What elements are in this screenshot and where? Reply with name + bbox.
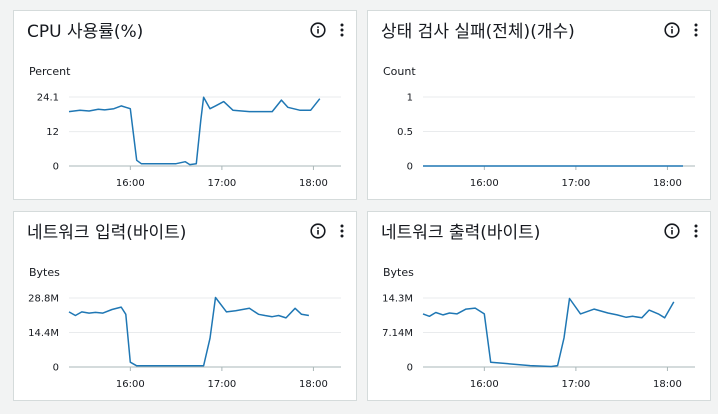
y-tick-label: 0 [407, 363, 413, 374]
more-options-icon[interactable] [690, 22, 702, 38]
y-axis-unit: Count [383, 65, 416, 78]
more-options-icon[interactable] [336, 223, 348, 239]
series-line [422, 297, 675, 368]
x-tick-label: 16:00 [116, 178, 145, 189]
y-tick-label: 12 [46, 127, 59, 138]
y-tick-label: 24.1 [37, 93, 59, 104]
y-tick-label: 14.3M [382, 294, 413, 305]
y-tick-label: 1 [407, 93, 413, 104]
x-tick-label: 17:00 [207, 379, 236, 390]
info-icon[interactable] [310, 223, 326, 239]
widget-title: 상태 검사 실패(전체)(개수) [381, 22, 575, 42]
y-axis-unit: Percent [29, 65, 71, 78]
line-chart: 28.8M 14.4M 0 16:00 17:00 18:00 [28, 294, 341, 390]
x-tick-label: 17:00 [561, 379, 590, 390]
widget-title: CPU 사용률(%) [27, 22, 144, 42]
y-tick-label: 0 [407, 162, 413, 173]
y-tick-label: 0.5 [397, 127, 413, 138]
y-axis-unit: Bytes [383, 266, 414, 279]
more-options-icon[interactable] [336, 22, 348, 38]
info-icon[interactable] [664, 22, 680, 38]
y-tick-label: 14.4M [28, 328, 59, 339]
y-tick-label: 28.8M [28, 294, 59, 305]
widget-network-in: 네트워크 입력(바이트) Bytes 28.8M 14.4M 0 16:00 17:00… [13, 211, 357, 401]
y-axis-unit: Bytes [29, 266, 60, 279]
x-tick-label: 18:00 [653, 379, 682, 390]
widget-status-check-failed: 상태 검사 실패(전체)(개수) Count 1 0.5 0 16:00 17:00 18… [367, 10, 711, 200]
widget-title: 네트워크 출력(바이트) [381, 223, 541, 243]
x-tick-label: 18:00 [299, 178, 328, 189]
y-tick-label: 7.14M [382, 328, 413, 339]
x-tick-label: 18:00 [299, 379, 328, 390]
x-tick-label: 18:00 [653, 178, 682, 189]
x-tick-label: 16:00 [116, 379, 145, 390]
more-options-icon[interactable] [690, 223, 702, 239]
info-icon[interactable] [664, 223, 680, 239]
widget-cpu-utilization: CPU 사용률(%) Percent 24.1 12 0 16:00 17:00 18:0… [13, 10, 357, 200]
y-tick-label: 0 [53, 363, 59, 374]
x-tick-label: 16:00 [470, 178, 499, 189]
series-line [68, 296, 310, 367]
line-chart: 24.1 12 0 16:00 17:00 18:00 [37, 93, 341, 189]
series-line [68, 96, 321, 166]
x-tick-label: 16:00 [470, 379, 499, 390]
y-tick-label: 0 [53, 162, 59, 173]
line-chart: 14.3M 7.14M 0 16:00 17:00 18:00 [382, 294, 695, 390]
x-tick-label: 17:00 [207, 178, 236, 189]
line-chart: 1 0.5 0 16:00 17:00 18:00 [397, 93, 695, 189]
widget-title: 네트워크 입력(바이트) [27, 223, 187, 243]
widget-network-out: 네트워크 출력(바이트) Bytes 14.3M 7.14M 0 16:00 17:00… [367, 211, 711, 401]
x-tick-label: 17:00 [561, 178, 590, 189]
info-icon[interactable] [310, 22, 326, 38]
